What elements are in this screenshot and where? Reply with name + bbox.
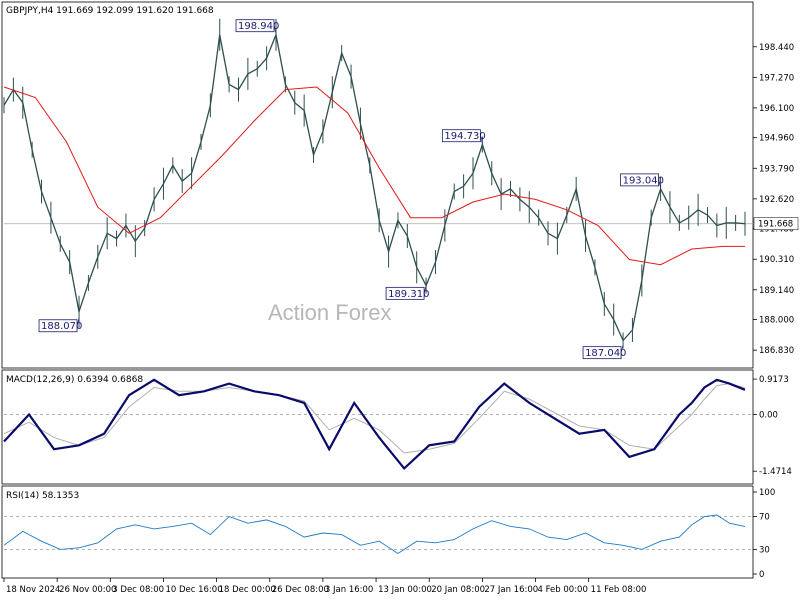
y-tick-label: 0: [759, 570, 764, 580]
y-tick-label: 198.440: [759, 43, 794, 53]
watermark: Action Forex: [268, 300, 392, 325]
price-line: [3, 32, 746, 342]
annotation-label: 193.040: [623, 175, 664, 186]
price-panel-frame: [1, 1, 754, 369]
macd-plot: 0.9173 0.00 -1.4714: [3, 375, 792, 477]
annotation-label: 188.070: [41, 321, 82, 332]
y-tick-label: 186.830: [759, 346, 794, 356]
moving-average-line: [3, 86, 745, 266]
y-tick-label: 188.000: [759, 316, 794, 326]
x-tick-label: 18 Nov 2024: [6, 585, 60, 595]
x-tick-label: 26 Nov 00:00: [59, 585, 116, 595]
y-tick-label: 100: [759, 488, 775, 498]
y-tick-label: 196.100: [759, 104, 794, 114]
x-tick-label: 18 Dec 00:00: [219, 585, 276, 595]
y-tick-label: 0.00: [759, 410, 778, 420]
current-price-label: 191.668: [758, 220, 793, 230]
y-tick-label: 197.270: [759, 73, 794, 83]
annotation-box: [582, 346, 622, 360]
rsi-panel-frame: [1, 485, 754, 579]
annotation-box: [441, 129, 481, 143]
y-tick-label: 192.620: [759, 195, 794, 205]
x-tick-label: 3 Dec 08:00: [112, 585, 164, 595]
annotation-box: [235, 19, 275, 33]
rsi-header: RSI(14) 58.1353: [6, 491, 79, 501]
macd-line: [3, 378, 746, 471]
x-tick-label: 3 Jan 16:00: [325, 585, 373, 595]
y-tick-label: 194.960: [759, 134, 794, 144]
rsi-line: [3, 514, 746, 555]
x-tick-label: 26 Dec 08:00: [272, 585, 329, 595]
annotation-label: 198.940: [238, 21, 279, 32]
current-price-box: [753, 217, 799, 230]
annotation-box: [38, 319, 78, 333]
macd-header: MACD(12,26,9) 0.6394 0.6868: [6, 375, 143, 385]
y-tick-label: -1.4714: [759, 467, 792, 477]
y-tick-label: 70: [759, 513, 770, 523]
macd-panel-frame: [1, 369, 754, 485]
annotation-label: 189.310: [388, 289, 429, 300]
x-tick-label: 11 Feb 08:00: [591, 585, 647, 595]
x-tick-label: 27 Jan 16:00: [484, 585, 538, 595]
y-tick-label: 193.790: [759, 164, 794, 174]
price-plot: 198.440 197.270 196.100 194.960 193.790 192.6…: [3, 18, 799, 360]
y-tick-label: 30: [759, 545, 770, 555]
x-tick-label: 4 Feb 00:00: [538, 585, 588, 595]
y-tick-label: 0.9173: [759, 375, 789, 385]
y-tick-label: 190.310: [759, 255, 794, 265]
rsi-plot: 100 70 30 0: [3, 488, 775, 580]
y-tick-label: 189.140: [759, 286, 794, 296]
x-tick-label: 20 Jan 08:00: [431, 585, 485, 595]
annotation-box: [385, 286, 425, 300]
x-tick-label: 13 Jan 00:00: [378, 585, 432, 595]
annotation-box: [620, 173, 659, 187]
annotation-label: 187.040: [585, 348, 626, 359]
price-header: GBPJPY,H4 191.669 192.099 191.620 191.66…: [6, 6, 214, 16]
x-tick-label: 10 Dec 16:00: [165, 585, 222, 595]
annotation-label: 194.730: [444, 131, 485, 142]
macd-signal-line: [3, 383, 746, 454]
